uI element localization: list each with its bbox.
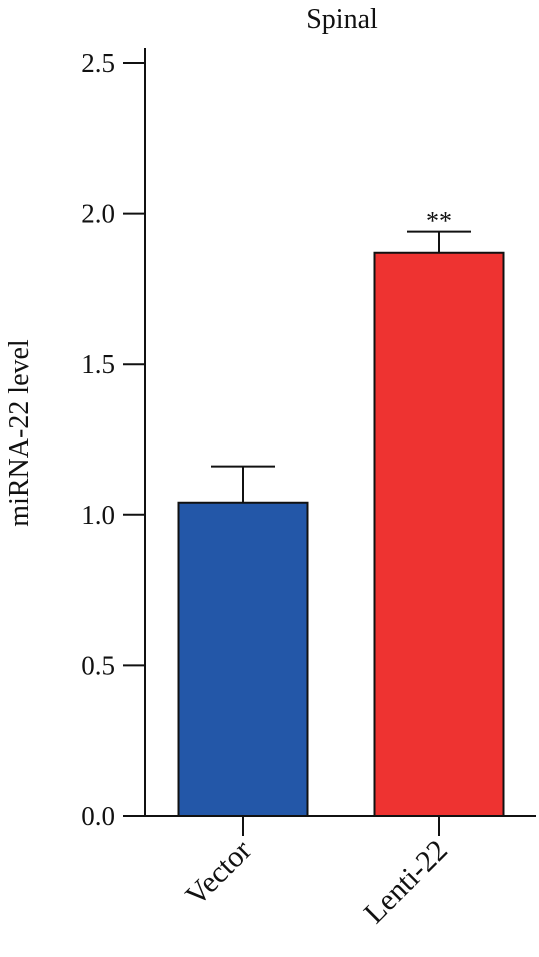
- significance-marker: **: [426, 207, 452, 236]
- y-axis-label: miRNA-22 level: [4, 339, 35, 527]
- chart-title: Spinal: [306, 4, 378, 35]
- y-ticks: 0.0 0.5 1.0 1.5 2.0 2.5: [81, 48, 145, 831]
- y-tick-label: 0.0: [81, 801, 115, 831]
- y-tick-label: 2.5: [81, 48, 115, 78]
- y-tick-label: 1.0: [81, 500, 115, 530]
- y-tick-label: 1.5: [81, 349, 115, 379]
- x-tick-label: Lenti-22: [358, 834, 454, 930]
- bar-lenti-22: [373, 251, 505, 818]
- x-tick-label: Vector: [179, 834, 258, 913]
- bars: **: [177, 207, 505, 818]
- y-tick-label: 2.0: [81, 199, 115, 229]
- bar-vector: [177, 501, 309, 817]
- y-tick-label: 0.5: [81, 650, 115, 680]
- x-ticks: Vector Lenti-22: [179, 816, 454, 930]
